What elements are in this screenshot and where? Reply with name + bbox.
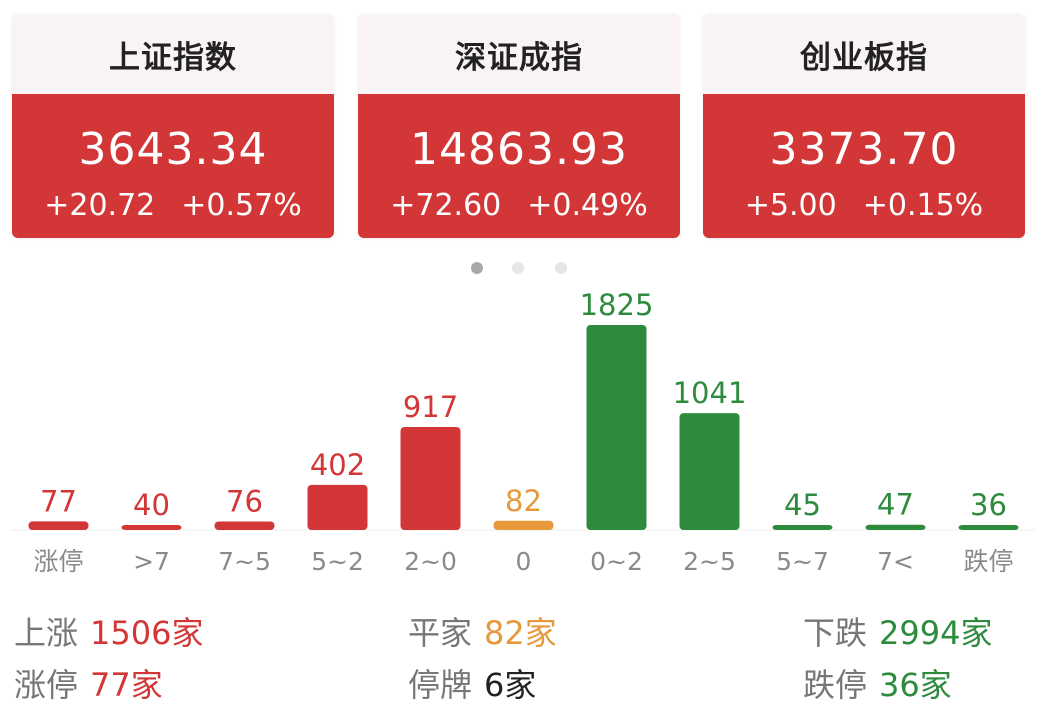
chart-bar[interactable] [865, 524, 926, 530]
chart-category-label: 5~2 [311, 547, 364, 576]
index-body: 3373.70 +5.00 +0.15% [703, 94, 1025, 238]
index-card-shanghai[interactable]: 上证指数 3643.34 +20.72 +0.57% [12, 14, 334, 238]
chart-value-label: 47 [877, 488, 914, 522]
summary-suspended-label: 停牌 [408, 666, 473, 704]
index-changes: +72.60 +0.49% [358, 188, 680, 224]
market-summary: 上涨 1506家 涨停 77家 平家 82家 停牌 6家 下跌 2994家 跌停 36家 [0, 600, 1047, 710]
summary-suspended: 停牌 6家 [408, 660, 536, 706]
summary-fall: 下跌 2994家 [803, 608, 992, 654]
chart-bar[interactable] [307, 484, 368, 530]
chart-category-label: 2~0 [404, 547, 457, 576]
summary-flat-label: 平家 [408, 614, 473, 652]
chart-category-label: 2~5 [683, 547, 736, 576]
page-dot-1[interactable] [471, 262, 483, 274]
chart-bar[interactable] [586, 325, 647, 530]
summary-limit-down: 跌停 36家 [803, 660, 952, 706]
page-dot-3[interactable] [555, 262, 567, 274]
chart-category-label: 7~5 [218, 547, 271, 576]
distribution-chart: 77 涨停 40 >7 76 7~5 402 5~2 917 2~0 82 0 1825 0~2 1041 2… [12, 288, 1035, 576]
index-change: +20.72 [44, 188, 156, 223]
summary-suspended-value: 6家 [484, 666, 537, 704]
index-name: 深证成指 [358, 14, 680, 94]
chart-value-label: 40 [133, 488, 170, 522]
summary-limit-down-label: 跌停 [803, 666, 868, 704]
summary-flat-value: 82家 [484, 614, 557, 652]
chart-bar[interactable] [28, 521, 89, 530]
chart-category-label: >7 [133, 547, 170, 576]
chart-category-label: 0~2 [590, 547, 643, 576]
index-card-shenzhen[interactable]: 深证成指 14863.93 +72.60 +0.49% [358, 14, 680, 238]
chart-value-label: 77 [40, 484, 77, 518]
chart-value-label: 917 [403, 390, 458, 424]
index-percent: +0.57% [181, 188, 302, 223]
page-indicator [0, 260, 1047, 276]
index-value: 14863.93 [410, 124, 628, 175]
chart-category-label: 7< [877, 547, 914, 576]
summary-limit-up: 涨停 77家 [14, 660, 163, 706]
index-changes: +20.72 +0.57% [12, 188, 334, 224]
index-name: 创业板指 [703, 14, 1025, 94]
chart-value-label: 76 [226, 484, 263, 518]
index-change: +72.60 [390, 188, 502, 223]
chart-value-label: 82 [505, 484, 542, 518]
chart-bar[interactable] [772, 524, 833, 530]
chart-category-label: 5~7 [776, 547, 829, 576]
chart-value-label: 402 [310, 448, 365, 482]
index-changes: +5.00 +0.15% [703, 188, 1025, 224]
chart-bar[interactable] [958, 525, 1019, 530]
index-cards: 上证指数 3643.34 +20.72 +0.57% 深证成指 14863.93… [0, 0, 1047, 240]
index-body: 14863.93 +72.60 +0.49% [358, 94, 680, 238]
chart-value-label: 1825 [580, 288, 654, 322]
chart-category-label: 涨停 [33, 547, 83, 576]
index-percent: +0.15% [862, 188, 984, 223]
summary-fall-label: 下跌 [803, 614, 868, 652]
page-dot-2[interactable] [512, 262, 524, 274]
summary-limit-up-value: 77家 [90, 666, 163, 704]
chart-value-label: 36 [970, 488, 1007, 522]
index-value: 3373.70 [769, 124, 959, 175]
summary-limit-down-value: 36家 [879, 666, 952, 704]
index-value: 3643.34 [78, 124, 268, 175]
summary-rise: 上涨 1506家 [14, 608, 203, 654]
index-name: 上证指数 [12, 14, 334, 94]
chart-value-label: 45 [784, 488, 821, 522]
summary-rise-value: 1506家 [90, 614, 204, 652]
chart-bar[interactable] [214, 521, 275, 530]
chart-bar[interactable] [679, 413, 740, 530]
index-card-chinext[interactable]: 创业板指 3373.70 +5.00 +0.15% [703, 14, 1025, 238]
summary-rise-label: 上涨 [14, 614, 79, 652]
summary-flat: 平家 82家 [408, 608, 557, 654]
chart-bar[interactable] [400, 426, 461, 530]
summary-fall-value: 2994家 [879, 614, 993, 652]
index-percent: +0.49% [527, 188, 648, 223]
chart-bar[interactable] [121, 525, 182, 530]
chart-category-label: 0 [516, 547, 532, 576]
index-body: 3643.34 +20.72 +0.57% [12, 94, 334, 238]
index-change: +5.00 [744, 188, 837, 223]
chart-category-label: 跌停 [963, 547, 1013, 576]
summary-limit-up-label: 涨停 [14, 666, 79, 704]
chart-bar[interactable] [493, 520, 554, 530]
chart-value-label: 1041 [673, 376, 747, 410]
